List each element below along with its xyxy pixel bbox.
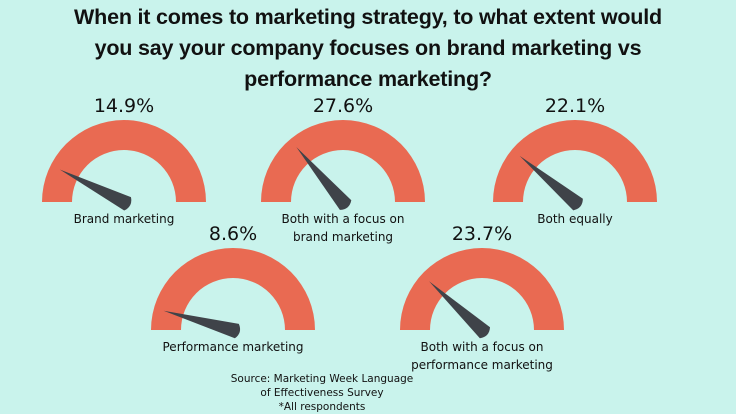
chart-title-line-3: performance marketing? — [244, 67, 492, 91]
gauge-5: 23.7% Both with a focus on performance mar… — [400, 223, 564, 372]
gauge-value-label: 14.9% — [94, 95, 154, 117]
chart-title: When it comes to marketing strategy, to … — [0, 2, 736, 95]
gauge-value-label: 22.1% — [545, 95, 605, 117]
chart-title-line-2: you say your company focuses on brand ma… — [94, 36, 642, 60]
gauge-category-label: performance marketing — [411, 358, 553, 372]
gauge-value-label: 23.7% — [452, 223, 512, 245]
gauge-needle — [59, 169, 132, 211]
gauge-needle — [519, 155, 583, 211]
gauge-category-label: Both with a focus on — [421, 340, 544, 354]
gauge-arc — [493, 120, 657, 202]
gauge-needle — [163, 310, 241, 339]
gauge-arc — [42, 120, 206, 202]
gauge-arc — [400, 248, 564, 330]
source-line-1: Source: Marketing Week Language — [230, 373, 414, 385]
gauge-value-label: 8.6% — [209, 223, 257, 245]
source-line-3: *All respondents — [278, 401, 366, 413]
source-line-2: of Effectiveness Survey — [260, 387, 384, 399]
gauge-needle — [296, 147, 352, 210]
gauge-category-label: Performance marketing — [163, 340, 304, 354]
gauge-category-label: Brand marketing — [74, 212, 175, 226]
gauge-arc — [261, 120, 425, 202]
chart-title-line-1: When it comes to marketing strategy, to … — [74, 5, 662, 29]
gauge-4: 8.6% Performance marketing — [151, 223, 315, 354]
gauge-2: 27.6% Both with a focus on brand marketing — [261, 95, 425, 244]
gauge-3: 22.1% Both equally — [493, 95, 657, 226]
gauge-category-label: Both with a focus on — [282, 212, 405, 226]
gauge-category-label: brand marketing — [293, 230, 393, 244]
gauge-1: 14.9% Brand marketing — [42, 95, 206, 226]
gauge-arc — [151, 248, 315, 330]
source-note: Source: Marketing Week Language of Effec… — [0, 372, 644, 414]
gauge-category-label: Both equally — [537, 212, 612, 226]
gauge-value-label: 27.6% — [313, 95, 373, 117]
gauge-needle — [429, 281, 491, 339]
